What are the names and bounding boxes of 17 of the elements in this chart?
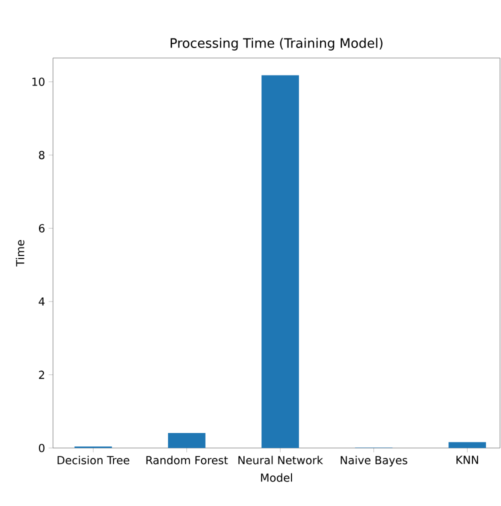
bar [168, 432, 206, 448]
x-tick-label: KNN [456, 456, 478, 464]
y-tick-label: 6 [38, 224, 45, 232]
x-tick-label: Random Forest [146, 456, 228, 464]
x-tick-label: Decision Tree [58, 456, 130, 464]
chart-title: Processing Time (Training Model) [170, 38, 382, 50]
y-tick-label: 10 [32, 78, 44, 86]
bar [262, 75, 299, 448]
bar [448, 442, 486, 448]
y-axis-title: Time [16, 240, 24, 266]
y-tick-label: 8 [38, 150, 44, 160]
x-tick-label: Neural Network [238, 456, 324, 464]
y-tick-label: 4 [38, 298, 45, 306]
x-tick-label: Naive Bayes [340, 456, 408, 466]
x-axis-title: Model [261, 473, 292, 482]
y-tick-label: 0 [38, 444, 44, 452]
y-tick-label: 2 [39, 370, 44, 379]
